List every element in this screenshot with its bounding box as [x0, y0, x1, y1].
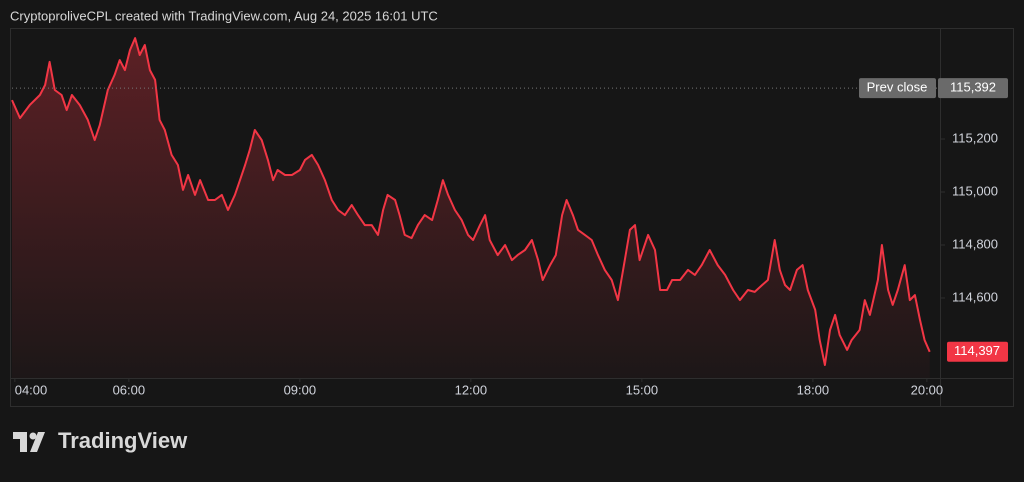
- brand-name: TradingView: [58, 428, 188, 453]
- x-tick-label: 09:00: [284, 382, 317, 397]
- logo-icon: [30, 432, 45, 452]
- x-tick-label: 18:00: [797, 382, 830, 397]
- prev-close-value-tag: [938, 78, 1008, 99]
- chart-title: CryptoproliveCPL created with TradingVie…: [10, 8, 438, 23]
- prev-close-name: Prev close: [867, 80, 928, 95]
- logo-icon: [29, 432, 37, 440]
- x-tick-label: 15:00: [626, 382, 659, 397]
- y-tick-label: 115,200: [952, 130, 998, 145]
- price-line: [11, 37, 931, 366]
- area-fill: [12, 38, 930, 378]
- y-tick-label: 114,800: [952, 236, 998, 251]
- y-tick-label: 114,600: [952, 289, 998, 304]
- x-tick-label: 20:00: [911, 382, 944, 397]
- x-tick-label: 12:00: [455, 382, 488, 397]
- x-tick-label: 04:00: [15, 382, 48, 397]
- prev-close-value: 115,392: [950, 80, 996, 95]
- logo: [13, 432, 45, 452]
- y-tick-label: 115,000: [952, 183, 998, 198]
- last-price-tag: [947, 341, 1008, 362]
- chart-frame: [10, 28, 1014, 407]
- logo-icon: [13, 432, 27, 452]
- prev-close-tag: [859, 78, 936, 99]
- x-tick-label: 06:00: [113, 382, 146, 397]
- last-price-label: 114,397: [954, 343, 1000, 358]
